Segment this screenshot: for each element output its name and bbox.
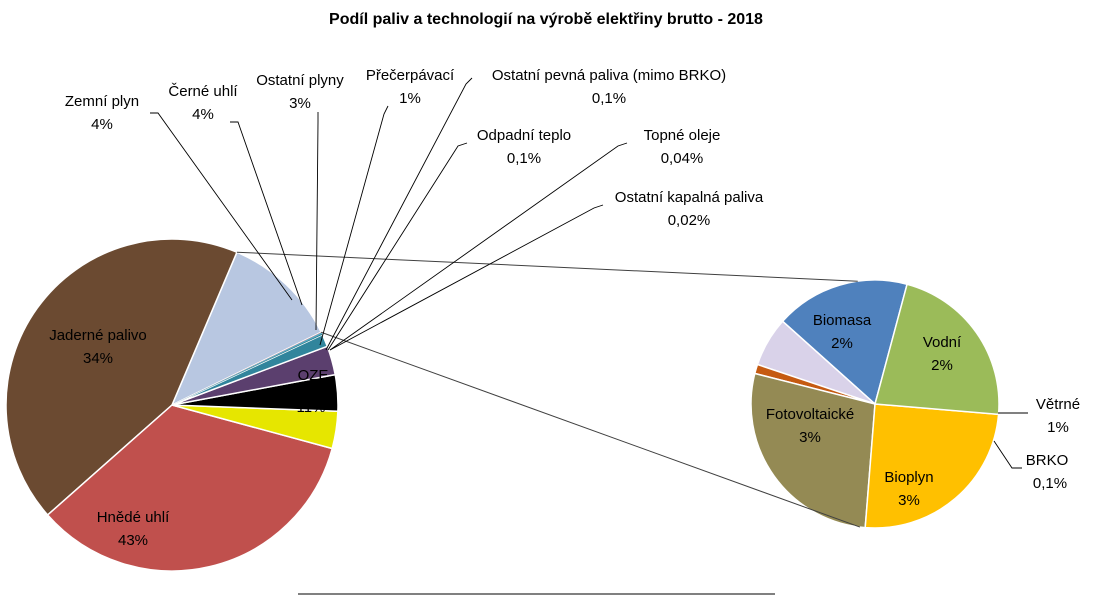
main-ostatni-pevna-paliva-mimo-brko-value-label: 0,1% [592, 90, 626, 107]
main-topne-oleje-value-label: 0,04% [661, 150, 704, 167]
main-slice-hnede-uhli [5, 238, 238, 517]
main-zemni-plyn-leader-line [150, 112, 293, 301]
secondary-brko-value-label: 0,1% [1033, 475, 1067, 492]
secondary-vetrne-name-label: Větrné [1036, 396, 1080, 413]
main-pie [5, 238, 339, 572]
main-ostatni-pevna-paliva-mimo-brko-leader-line [325, 77, 473, 351]
main-slice-topne-oleje [172, 332, 322, 405]
main-precerpavaci-leader-line [319, 105, 389, 346]
main-precerpavaci-value-label: 1% [399, 90, 421, 107]
chart-title: Podíl paliv a technologií na výrobě elek… [329, 11, 763, 28]
main-zemni-plyn-value-label: 4% [91, 116, 113, 133]
main-topne-oleje-name-label: Topné oleje [644, 127, 721, 144]
main-slice-oze [170, 251, 323, 407]
main-ostatni-pevna-paliva-mimo-brko-name-label: Ostatní pevná paliva (mimo BRKO) [492, 67, 726, 84]
main-slice-jaderne-palivo [46, 404, 334, 572]
main-zemni-plyn-name-label: Zemní plyn [65, 93, 139, 110]
connector-top [236, 251, 858, 282]
main-odpadni-teplo-leader-line [327, 142, 468, 351]
main-ostatni-plyny-value-label: 3% [289, 95, 311, 112]
main-ostatni-plyny-name-label: Ostatní plyny [256, 72, 344, 89]
secondary-fotovoltaicke-name-label: Fotovoltaické [766, 406, 854, 423]
secondary-bioplyn-value-label: 3% [898, 492, 920, 509]
main-cerne-uhli-leader-line [230, 121, 303, 306]
secondary-vodni-name-label: Vodní [923, 334, 962, 351]
leader-lines [150, 77, 1028, 469]
secondary-slice-vodni [781, 279, 909, 406]
main-hnede-uhli-value-label: 43% [118, 532, 148, 549]
secondary-slice-bioplyn [750, 372, 876, 529]
secondary-biomasa-name-label: Biomasa [813, 312, 872, 329]
main-odpadni-teplo-value-label: 0,1% [507, 150, 541, 167]
secondary-fotovoltaicke-value-label: 3% [799, 429, 821, 446]
secondary-bioplyn-name-label: Bioplyn [884, 469, 933, 486]
secondary-slice-biomasa [874, 283, 1000, 416]
main-ostatni-kapalna-paliva-leader-line [329, 204, 604, 351]
main-hnede-uhli-name-label: Hnědé uhlí [97, 509, 170, 526]
main-topne-oleje-leader-line [329, 142, 628, 351]
main-cerne-uhli-name-label: Černé uhlí [168, 83, 238, 100]
main-slice-precerpavaci [171, 333, 329, 406]
main-ostatni-kapalna-paliva-value-label: 0,02% [668, 212, 711, 229]
main-slice-odpadni-teplo [172, 332, 322, 405]
main-slice-ostatni-pevna-paliva-mimo-brko [172, 333, 323, 405]
secondary-vodni-value-label: 2% [931, 357, 953, 374]
main-jaderne-palivo-value-label: 34% [83, 350, 113, 367]
secondary-slice-fotovoltaicke [864, 403, 1000, 529]
secondary-pie [750, 279, 1000, 529]
secondary-brko-name-label: BRKO [1026, 452, 1069, 469]
main-odpadni-teplo-name-label: Odpadní teplo [477, 127, 571, 144]
secondary-vetrne-value-label: 1% [1047, 419, 1069, 436]
main-oze-value-label: 11% [297, 399, 326, 416]
main-ostatni-kapalna-paliva-name-label: Ostatní kapalná paliva [615, 189, 764, 206]
main-slice-ostatni-kapalna-paliva [172, 332, 322, 405]
main-cerne-uhli-value-label: 4% [192, 106, 214, 123]
secondary-biomasa-value-label: 2% [831, 335, 853, 352]
main-precerpavaci-name-label: Přečerpávací [366, 67, 455, 84]
main-ostatni-plyny-leader-line [315, 112, 319, 331]
main-oze-name-label: OZE [298, 367, 329, 384]
main-jaderne-palivo-name-label: Jaderné palivo [49, 327, 147, 344]
connector-bottom [321, 331, 861, 528]
pie-connectors [236, 251, 861, 528]
secondary-brko-leader-line [993, 440, 1022, 469]
data-labels: OZE 11% Hnědé uhlí 43% Jaderné palivo 34% Zemn… [49, 67, 1080, 549]
